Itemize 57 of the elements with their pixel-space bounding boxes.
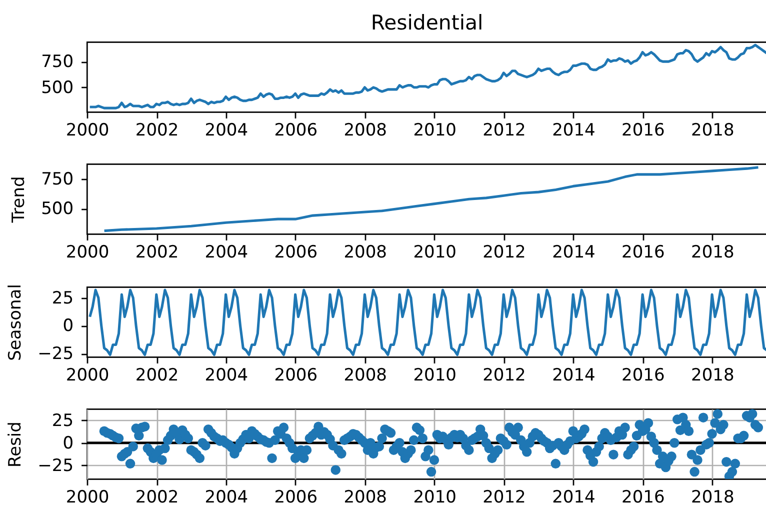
x-tick-label: 2000 <box>66 242 110 263</box>
y-tick-label: 750 <box>41 170 74 190</box>
y-tick-label: 500 <box>41 78 74 98</box>
x-tick-label: 2004 <box>204 365 248 386</box>
x-tick-label: 2002 <box>135 242 179 263</box>
x-tick-label: 2006 <box>274 365 318 386</box>
x-tick-label: 2002 <box>135 120 179 140</box>
x-tick-label: 2014 <box>552 242 596 263</box>
x-tick-label: 2010 <box>413 365 456 386</box>
x-tick-label: 2016 <box>622 365 665 386</box>
x-tick-label: 2014 <box>552 120 596 140</box>
x-tick-label: 2012 <box>482 487 526 507</box>
x-tick-label: 2010 <box>413 487 456 507</box>
y-axis-title: Trend <box>9 176 30 224</box>
x-tick-label: 2010 <box>413 120 456 140</box>
y-tick-label: 25 <box>52 288 74 308</box>
y-tick-label: 0 <box>62 316 74 336</box>
x-tick-label: 2004 <box>204 120 248 140</box>
x-tick-label: 2012 <box>482 242 526 263</box>
x-tick-label: 2008 <box>344 487 387 507</box>
x-tick-label: 2012 <box>482 365 526 386</box>
x-tick-label: 2002 <box>135 487 179 507</box>
x-tick-label: 2018 <box>691 120 734 140</box>
x-tick-label: 2006 <box>274 487 318 507</box>
y-tick-label: 750 <box>41 52 74 72</box>
x-tick-label: 2006 <box>274 242 318 263</box>
y-tick-label: 25 <box>52 410 74 431</box>
y-axis-title: Seasonal <box>6 284 26 361</box>
x-tick-label: 2016 <box>622 487 665 507</box>
x-tick-label: 2008 <box>344 242 387 263</box>
y-tick-label: −25 <box>38 456 74 476</box>
line-series <box>88 44 766 110</box>
x-tick-label: 2004 <box>204 242 248 263</box>
x-tick-label: 2000 <box>66 120 110 140</box>
x-tick-label: 2008 <box>344 365 387 386</box>
y-tick-label: 0 <box>62 433 74 454</box>
line-series <box>103 166 760 232</box>
x-tick-label: 2018 <box>691 487 734 507</box>
x-tick-label: 2014 <box>552 487 596 507</box>
y-axis-title: Resid <box>6 421 26 468</box>
x-tick-label: 2004 <box>204 487 248 507</box>
x-tick-label: 2008 <box>344 120 387 140</box>
x-tick-label: 2000 <box>66 487 110 507</box>
x-tick-label: 2016 <box>622 120 665 140</box>
x-tick-label: 2014 <box>552 365 596 386</box>
x-tick-label: 2018 <box>691 365 734 386</box>
y-tick-label: 500 <box>41 199 74 220</box>
x-tick-label: 2002 <box>135 365 179 386</box>
x-tick-label: 2012 <box>482 120 526 140</box>
x-tick-label: 2016 <box>622 242 665 263</box>
x-tick-label: 2018 <box>691 242 734 263</box>
chart-title: Residential <box>370 10 484 35</box>
y-tick-label: −25 <box>38 344 74 364</box>
line-series <box>88 288 766 356</box>
x-tick-label: 2000 <box>66 365 110 386</box>
x-tick-label: 2010 <box>413 242 456 263</box>
x-tick-label: 2006 <box>274 120 318 140</box>
